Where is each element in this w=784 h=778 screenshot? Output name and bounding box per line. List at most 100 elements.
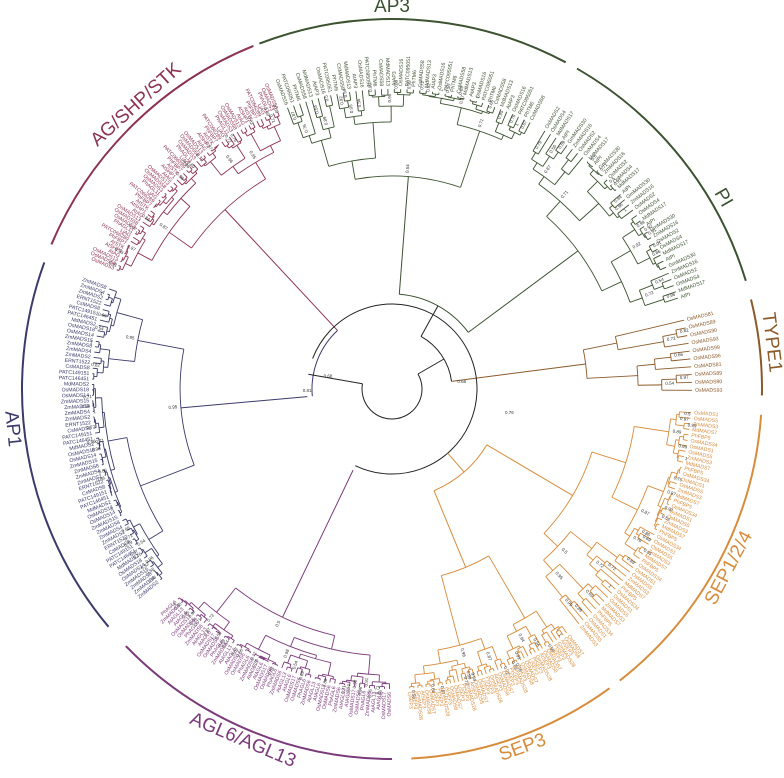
leaf-label: PtSEP3: [484, 676, 495, 695]
leaf-label: OsMADS89: [695, 371, 723, 378]
branch-arc: [614, 554, 620, 561]
branch: [501, 134, 504, 140]
leaf-label: CsMADS8: [67, 425, 92, 434]
support-value: 0.96: [547, 643, 556, 654]
branch-arc: [344, 99, 351, 102]
leaf-label: OsMADS90: [695, 379, 723, 386]
support-value: 0.86: [651, 248, 662, 257]
leaf-label: OsMADS16: [356, 60, 365, 88]
branch: [655, 366, 692, 370]
branch-arc: [617, 213, 622, 219]
branch-arc: [546, 216, 603, 292]
support-value: 0.71: [599, 162, 609, 172]
branch: [114, 296, 122, 300]
leaf-label: LjAG: [146, 189, 159, 201]
branch: [603, 564, 623, 582]
support-value: 0.56: [411, 690, 417, 700]
branch-arc: [102, 361, 105, 373]
branch: [520, 651, 525, 659]
branch: [499, 664, 503, 669]
leaf-label: OsMADS6: [321, 685, 332, 710]
support-value: 0.82: [267, 665, 275, 675]
leaf-label: AtSEP3: [492, 673, 504, 692]
leaf-label: LjSEP3: [480, 677, 491, 695]
branch: [546, 631, 554, 643]
support-value: 0.97: [667, 489, 677, 497]
support-value: 0.68: [324, 374, 333, 379]
branch: [207, 623, 211, 627]
branch-arc: [500, 662, 505, 665]
support-value: 0.76: [251, 658, 260, 669]
branch-arc: [657, 477, 669, 506]
branch: [141, 230, 146, 234]
branch: [637, 547, 641, 550]
branch-arc: [506, 625, 527, 637]
branch: [140, 225, 145, 229]
branch: [199, 158, 203, 161]
clade-agshpstk: [116, 111, 282, 272]
branch: [636, 533, 640, 536]
leaf-label: MdMADS13: [384, 58, 390, 86]
leaf-label: OsMADS34: [690, 438, 718, 449]
branch: [661, 378, 677, 381]
branch: [565, 148, 573, 159]
branch: [104, 303, 111, 307]
branch: [361, 676, 364, 684]
branch-arc: [326, 104, 333, 107]
branch: [481, 102, 484, 107]
branch: [617, 204, 630, 214]
branch: [503, 662, 507, 667]
support-value: 0.72: [607, 562, 617, 572]
leaf-label: ZmMADS8: [66, 340, 92, 350]
branch: [268, 119, 272, 125]
branch: [532, 130, 546, 152]
branch-arc: [448, 668, 456, 672]
clade-label-ap3: AP3: [374, 0, 410, 17]
support-value: 0.95: [406, 80, 412, 90]
leaf-label: GmMADS28: [415, 691, 424, 721]
branch-arc: [358, 109, 365, 112]
branch-arc: [469, 100, 477, 103]
branch-arc: [97, 423, 101, 433]
branch: [589, 169, 594, 175]
branch: [455, 669, 460, 682]
support-value: 0.69: [585, 589, 595, 599]
branch: [244, 132, 248, 137]
branch: [475, 105, 478, 110]
branch: [483, 667, 487, 674]
backbone-branch: [417, 358, 445, 375]
branch: [252, 128, 256, 133]
branch: [132, 538, 135, 541]
branch: [547, 641, 550, 645]
branch-arc: [437, 681, 443, 684]
branch: [147, 559, 151, 563]
support-value: 1: [100, 291, 104, 297]
branch: [662, 333, 677, 337]
branch: [197, 601, 205, 610]
support-values: 0.870.760.540.50.890.690.92 0.560.950.99 0…: [81, 79, 697, 699]
branch: [236, 145, 246, 159]
support-value: 0.71: [477, 118, 485, 128]
branch-arc: [528, 641, 535, 646]
branch: [223, 621, 230, 631]
support-value: 0.94: [189, 616, 199, 626]
support-value: 0.95: [248, 150, 257, 161]
branch: [437, 649, 441, 664]
branch: [349, 682, 351, 687]
branch: [639, 284, 653, 291]
leaf-label: CsMADS58: [456, 66, 468, 94]
branch: [368, 655, 371, 675]
branch: [601, 281, 622, 292]
branch: [664, 297, 679, 303]
branch: [323, 96, 328, 107]
branch: [506, 635, 514, 650]
branch: [596, 170, 598, 172]
branch: [543, 643, 547, 647]
branch-arc: [517, 651, 522, 654]
support-value: 0.89: [321, 678, 328, 688]
support-value: 0.99: [564, 597, 574, 607]
branch: [334, 679, 336, 684]
leaf-label: AtAGL13: [370, 691, 377, 712]
branch: [528, 645, 532, 650]
branch-arc: [339, 682, 345, 685]
